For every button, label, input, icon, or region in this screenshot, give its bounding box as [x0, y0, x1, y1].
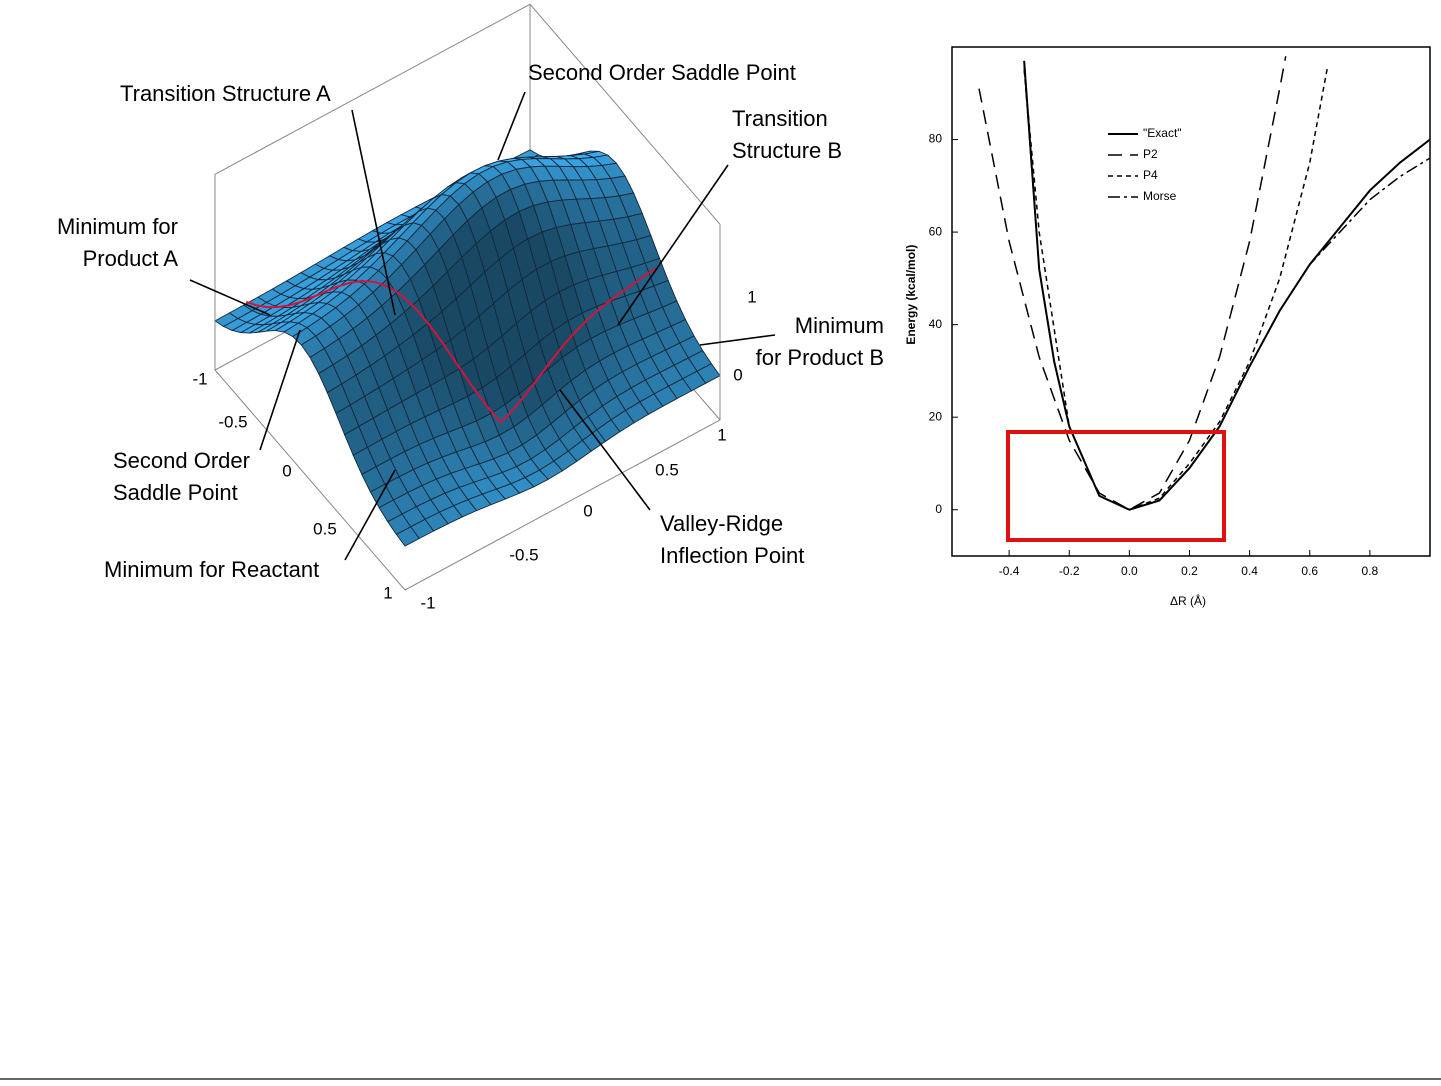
reaction-path	[245, 279, 502, 424]
series-line	[1023, 65, 1329, 511]
box-edge	[214, 224, 721, 591]
legend-label: P4	[1143, 168, 1158, 182]
axis-tick-label: -0.5	[509, 545, 538, 564]
series-line	[978, 56, 1287, 511]
highlight-box	[1006, 430, 1226, 542]
leader-line	[344, 469, 396, 561]
legend-label: P2	[1143, 147, 1158, 161]
surface-plot: -1 -0.5 0 0.5 1 -1 -0.5 0 0.5 1 1 0 Second Order Sad…	[57, 3, 884, 612]
callout-label: Product A	[83, 246, 179, 271]
reaction-path	[500, 267, 656, 424]
plot-frame	[951, 46, 1431, 557]
leader-line	[189, 279, 271, 316]
y-tick-label: 80	[929, 132, 943, 146]
axis-tick-label: 1	[747, 287, 756, 306]
surface-patch	[395, 526, 420, 547]
axis-tick-label: -0.5	[218, 412, 247, 431]
callout-label: Transition Structure A	[120, 81, 331, 106]
callout-label: for Product B	[756, 345, 884, 370]
axis-tick-label: 0	[583, 501, 592, 520]
leader-line	[559, 389, 651, 511]
series-line	[1023, 65, 1430, 511]
callout-label: Valley-Ridge	[660, 511, 783, 536]
x-tick-label: 0.8	[1362, 564, 1379, 578]
x-axis-label: ΔR (Å)	[1170, 593, 1206, 608]
axis-tick-label: 0	[733, 365, 742, 384]
axis-tick-label: 0.5	[655, 460, 679, 479]
callout-label: Saddle Point	[113, 480, 238, 505]
callout-label: Structure B	[732, 138, 842, 163]
axis-tick-label: -1	[420, 593, 435, 612]
line-chart: -0.4 -0.2 0.0 0.2 0.4 0.6 0.8 0 20 40 60 80 ΔR (Å) En…	[904, 46, 1431, 608]
y-tick-label: 60	[929, 224, 943, 238]
leader-line	[351, 109, 396, 316]
series-line	[1023, 60, 1430, 511]
callout-label: Inflection Point	[660, 543, 804, 568]
axis-tick-label: 0.5	[313, 519, 337, 538]
x-tick-label: 0.6	[1301, 564, 1318, 578]
y-tick-label: 0	[935, 502, 942, 516]
x-tick-label: -0.4	[999, 564, 1020, 578]
leader-line	[497, 91, 526, 161]
y-tick-label: 40	[929, 317, 943, 331]
callout-label: Minimum	[795, 313, 884, 338]
callout-label: Second Order Saddle Point	[528, 60, 796, 85]
x-tick-label: 0.2	[1181, 564, 1198, 578]
x-tick-label: 0.0	[1121, 564, 1138, 578]
leader-line	[259, 329, 301, 451]
y-axis-label: Energy (kcal/mol)	[904, 245, 918, 345]
callout-label: Transition	[732, 106, 828, 131]
axis-tick-label: 0	[282, 461, 291, 480]
leader-line	[617, 164, 729, 326]
legend-label: Morse	[1143, 189, 1177, 203]
x-tick-label: -0.2	[1059, 564, 1080, 578]
legend-label: "Exact"	[1143, 126, 1182, 140]
axis-tick-label: 1	[717, 425, 726, 444]
callout-label: Minimum for Reactant	[104, 557, 319, 582]
axis-tick-label: -1	[192, 369, 207, 388]
y-tick-label: 20	[929, 409, 943, 423]
axis-tick-label: 1	[383, 583, 392, 602]
leader-line	[699, 334, 776, 346]
callout-label: Second Order	[113, 448, 250, 473]
callout-label: Minimum for	[57, 214, 178, 239]
x-tick-label: 0.4	[1241, 564, 1258, 578]
